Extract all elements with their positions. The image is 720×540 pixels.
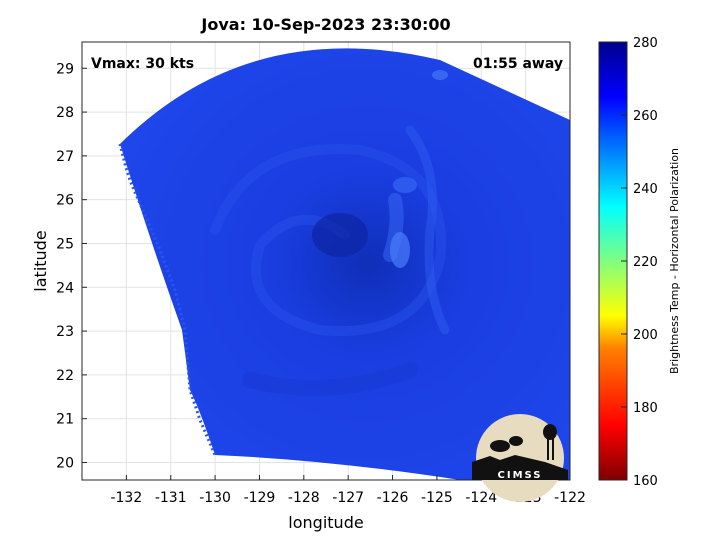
logo-text: CIMSS: [498, 470, 543, 481]
colorbar-tick-label: 240: [633, 182, 658, 197]
cimss-logo: CIMSS: [472, 414, 568, 502]
y-tick-label: 25: [56, 236, 74, 252]
satellite-swath: [118, 48, 570, 480]
logo-water-tower: [543, 424, 557, 440]
y-axis-label: latitude: [31, 230, 50, 291]
colorbar-tick-label: 260: [633, 109, 658, 124]
y-tick-label: 22: [56, 368, 74, 384]
plot-frame: [81, 41, 571, 481]
x-tick-label: -127: [332, 490, 364, 506]
logo-dish-2: [509, 436, 523, 446]
colorbar-ticks: 160 180 200 220 240 260 280: [621, 36, 658, 489]
colorbar-tick-label: 160: [633, 474, 658, 489]
x-tick-label: -122: [554, 490, 586, 506]
x-tick-label: -128: [288, 490, 320, 506]
logo-ground: [472, 455, 568, 480]
x-axis-ticks: -132-131-130-129-128-127-126-125-124-123…: [110, 475, 586, 506]
logo-dish-1: [490, 440, 510, 452]
vmax-annotation: Vmax: 30 kts: [91, 56, 194, 72]
y-tick-label: 23: [56, 324, 74, 340]
colorbar-tick-label: 180: [633, 401, 658, 416]
colorbar-tick-label: 220: [633, 255, 658, 270]
x-tick-label: -124: [465, 490, 497, 506]
colorbar-tick-label: 200: [633, 328, 658, 343]
colorbar-tick-label: 280: [633, 36, 658, 51]
y-tick-label: 29: [56, 61, 74, 77]
colorbar-label: Brightness Temp - Horizontal Polarizatio…: [668, 148, 681, 374]
x-tick-label: -126: [377, 490, 409, 506]
x-tick-label: -125: [421, 490, 453, 506]
time-away-annotation: 01:55 away: [473, 56, 563, 72]
y-tick-label: 28: [56, 105, 74, 121]
y-tick-label: 24: [56, 280, 74, 296]
chart-title: Jova: 10-Sep-2023 23:30:00: [200, 15, 450, 34]
cloud-bands: [210, 70, 450, 396]
y-tick-label: 27: [56, 149, 74, 165]
x-tick-label: -132: [110, 490, 142, 506]
y-axis-ticks: 20 21 22 23 24 25 26 27 28 29: [56, 61, 87, 471]
x-tick-label: -131: [155, 490, 187, 506]
y-tick-label: 26: [56, 193, 74, 209]
x-axis-label: longitude: [288, 513, 363, 532]
x-tick-label: -130: [199, 490, 231, 506]
x-tick-label: -129: [244, 490, 276, 506]
y-tick-label: 21: [56, 412, 74, 428]
y-tick-label: 20: [56, 455, 74, 471]
